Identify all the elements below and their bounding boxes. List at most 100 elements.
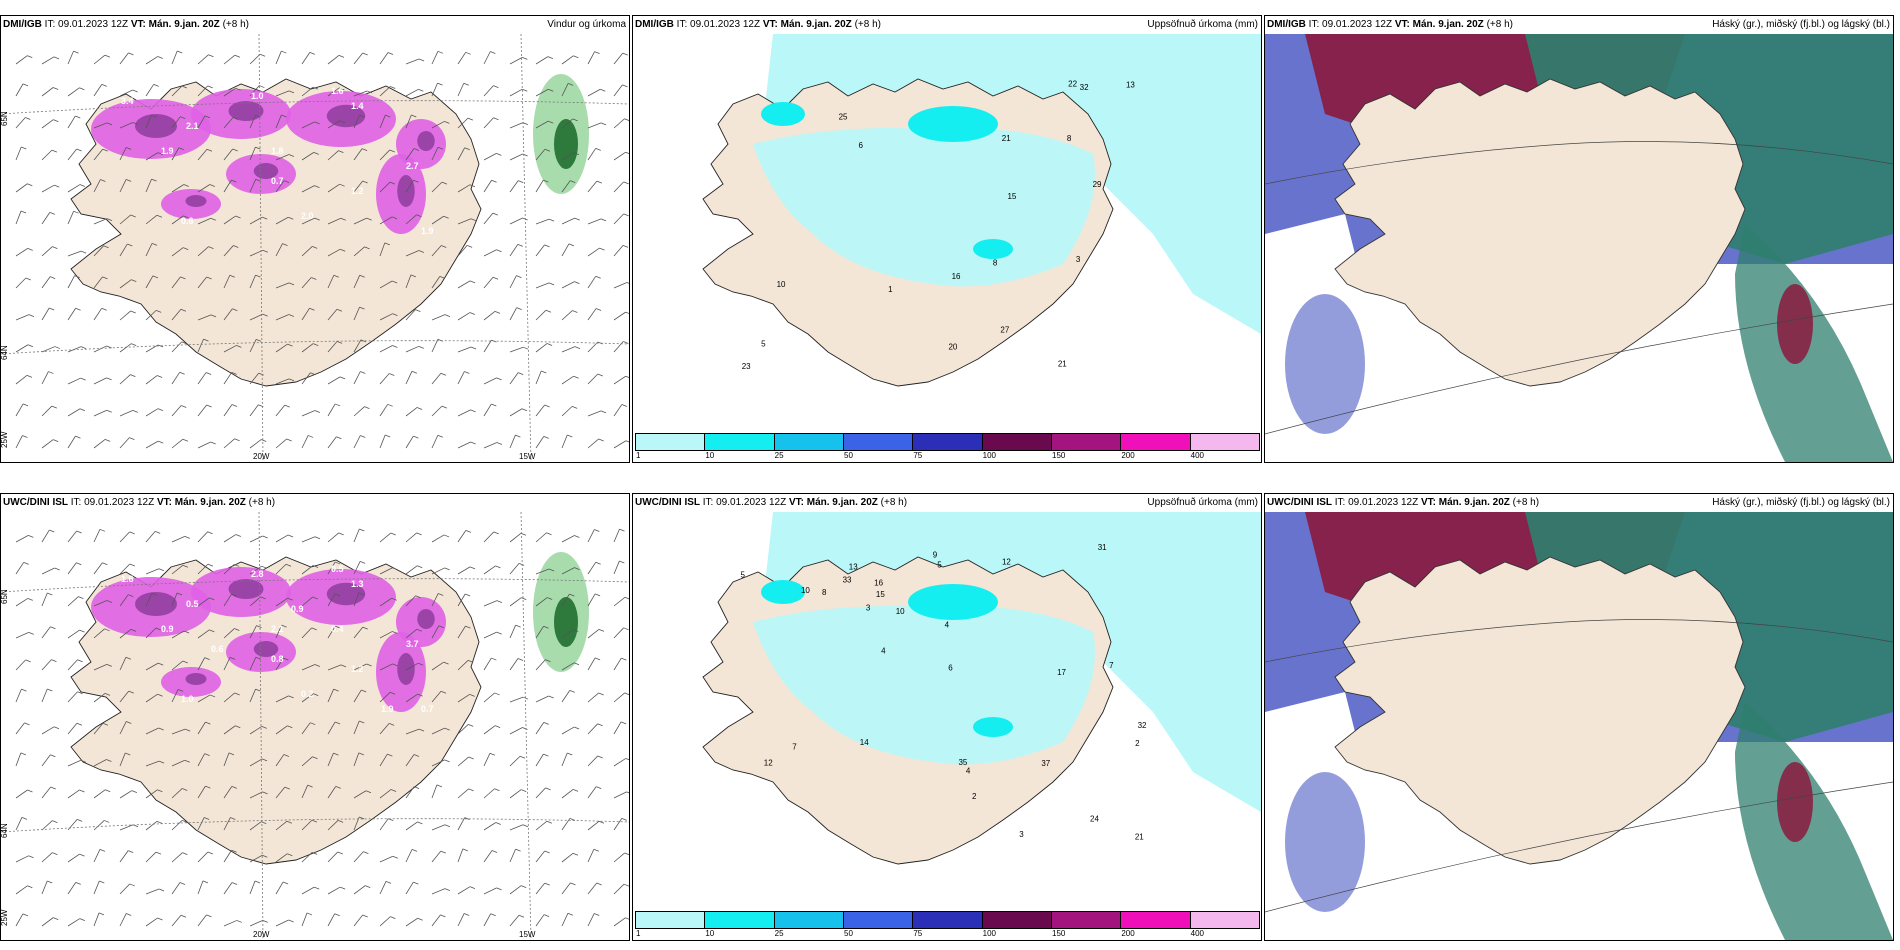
precip-value-label: 1.2 <box>351 664 364 674</box>
wind-barb <box>275 343 288 353</box>
wind-barb-flag <box>21 816 28 820</box>
wind-barb <box>15 146 22 161</box>
wind-barb-flag <box>339 87 345 91</box>
wind-barb-flag <box>470 218 477 222</box>
wind-barb-flag <box>417 917 423 921</box>
wind-barb <box>15 534 29 543</box>
precip-value-label: 27 <box>1000 326 1009 335</box>
wind-barb-flag <box>413 786 420 789</box>
wind-barb-flag <box>314 536 321 540</box>
wind-barb-flag <box>234 628 240 631</box>
wind-barb-flag <box>543 753 549 757</box>
lon-label: 20W <box>253 930 270 939</box>
wind-barb <box>301 785 308 799</box>
model-name: UWC/DINI ISL <box>1267 497 1332 508</box>
wind-barb <box>613 627 624 639</box>
wind-barb-flag <box>545 309 552 313</box>
wind-barb <box>93 377 107 385</box>
wind-barb <box>171 915 182 927</box>
wind-barb-flag <box>54 184 60 188</box>
precip-value-label: 12 <box>1002 557 1011 566</box>
wind-barb-flag <box>183 247 189 250</box>
wind-barb <box>171 372 181 385</box>
wind-barb-flag <box>132 122 139 125</box>
wind-barb <box>509 88 523 97</box>
wind-barb <box>587 820 600 831</box>
wind-barb <box>379 631 393 639</box>
wind-barb-flag <box>359 561 366 564</box>
wind-barb-flag <box>522 824 529 828</box>
wind-barb-flag <box>207 531 213 535</box>
wind-barb-flag <box>236 345 242 348</box>
wind-barb <box>197 54 209 65</box>
wind-barb <box>41 786 52 799</box>
wind-barb <box>15 117 26 129</box>
wind-barb-flag <box>260 596 266 600</box>
precip-value-label: 3.7 <box>406 639 419 649</box>
precip-value-label: 2 <box>1135 739 1140 748</box>
wind-barb <box>197 851 209 863</box>
wind-barb <box>119 850 129 863</box>
wind-barb <box>353 626 364 639</box>
wind-barb-flag <box>99 848 106 852</box>
wind-barb-flag <box>283 754 290 757</box>
wind-barb <box>67 115 76 129</box>
wind-barb-flag <box>572 310 578 313</box>
wind-barb <box>327 55 340 65</box>
wind-barb-flag <box>365 885 371 888</box>
precip-value-label: 0.4 <box>331 624 344 634</box>
wind-barb-flag <box>340 664 347 668</box>
precip-light-core <box>554 119 578 169</box>
wind-barb-flag <box>177 50 183 54</box>
wind-barb <box>535 753 544 767</box>
wind-barb <box>119 52 129 65</box>
wind-barb <box>197 753 205 767</box>
wind-barb-flag <box>210 441 216 445</box>
wind-barb <box>327 275 335 289</box>
wind-barb-flag <box>387 753 393 757</box>
panel-uwc-cloud: UWC/DINI ISL IT: 09.01.2023 12Z VT: Mán.… <box>1264 493 1894 941</box>
wind-barb <box>93 529 101 543</box>
wind-barb <box>145 531 156 543</box>
wind-barb-flag <box>209 629 215 633</box>
wind-barb <box>197 629 210 639</box>
colorbar-swatch <box>1051 911 1122 929</box>
wind-barb-flag <box>202 880 209 884</box>
wind-barb <box>171 630 185 639</box>
wind-barb-flag <box>155 627 161 631</box>
wind-barb <box>15 722 25 735</box>
wind-barb-flag <box>388 723 395 726</box>
wind-barb-flag <box>391 280 398 284</box>
wind-barb <box>587 51 595 65</box>
wind-barb <box>301 152 314 161</box>
wind-barb <box>457 788 469 799</box>
wind-barb <box>223 308 233 321</box>
wind-barb <box>275 786 286 799</box>
wind-barb-flag <box>284 786 290 790</box>
wind-barb <box>145 789 158 799</box>
wind-barb-flag <box>493 117 499 121</box>
wind-barb <box>41 917 54 927</box>
wind-barb <box>431 245 442 257</box>
wind-barb <box>223 148 233 161</box>
wind-barb <box>249 179 257 193</box>
wind-barb <box>249 625 257 639</box>
wind-barb-flag <box>411 114 417 118</box>
wind-barb-flag <box>362 914 368 918</box>
wind-barb-flag <box>573 152 580 156</box>
wind-barb <box>197 246 209 257</box>
wind-barb-flag <box>516 275 522 278</box>
wind-barb-flag <box>52 852 58 855</box>
wind-barb-flag <box>624 596 629 600</box>
wind-barb <box>67 377 81 385</box>
wind-barb <box>67 87 80 97</box>
wind-barb <box>41 276 51 289</box>
wind-barb <box>67 211 75 225</box>
wind-barb-flag <box>518 372 524 375</box>
precip-value-label: 4 <box>966 767 971 776</box>
wind-barb <box>483 339 492 353</box>
wind-barb <box>587 180 598 193</box>
wind-barb <box>93 409 107 417</box>
wind-barb-flag <box>232 148 238 152</box>
precip-value-label: 13 <box>1126 81 1135 90</box>
